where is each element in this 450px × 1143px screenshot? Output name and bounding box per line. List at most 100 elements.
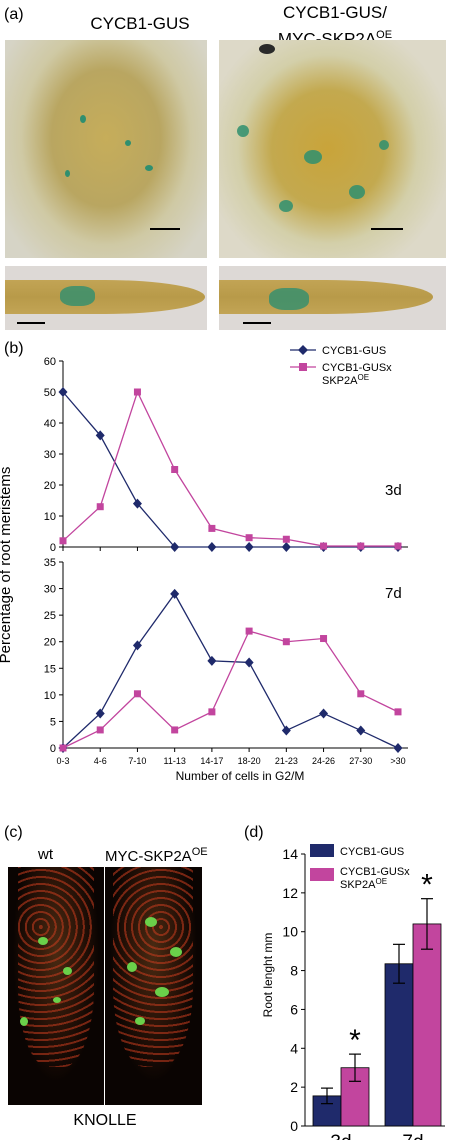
confocal-myc-skp2a-oe [105, 867, 202, 1105]
panel-d-legend: CYCB1-GUS CYCB1-GUSx SKP2AOE [310, 844, 410, 891]
series-line-1 [62, 391, 398, 548]
panel-c-right-label-main: MYC-SKP2A [105, 848, 192, 865]
x-tick-label: 11-13 [163, 756, 185, 766]
x-tick-label: 27-30 [349, 756, 372, 766]
scale-bar [17, 322, 45, 324]
gus-spot [145, 165, 153, 171]
knolle-signal [155, 987, 169, 997]
panel-d-legend-2-sup: OE [375, 877, 387, 886]
x-tick-label: 7-10 [128, 756, 146, 766]
y-tick-label: 20 [44, 637, 56, 649]
gus-spot [80, 115, 86, 123]
x-tick-label: 24-26 [312, 756, 335, 766]
x-tick-label: 0-3 [56, 756, 69, 766]
data-point-square [394, 708, 402, 716]
data-point-diamond [58, 387, 68, 397]
panel-c-right-label: MYC-SKP2AOE [105, 846, 208, 865]
cell-pattern [113, 867, 193, 1067]
y-tick-label: 10 [282, 924, 298, 940]
y-tick-label: 14 [282, 846, 298, 862]
panel-c-right-label-sup: OE [191, 846, 208, 858]
panel-b-xlabel: Number of cells in G2/M [176, 769, 305, 783]
panel-d-legend-2-line2: SKP2AOE [340, 877, 387, 891]
panel-b-label-3d: 3d [385, 482, 402, 499]
knolle-signal [145, 917, 157, 927]
gus-spot [349, 185, 365, 199]
gus-spot [60, 286, 95, 306]
data-point-square [282, 535, 290, 543]
panel-d-chart: Root lenght mm 0 2 4 6 8 10 12 14 * 3d * 7d CYCB1-G… [261, 844, 445, 1140]
data-point-square [96, 503, 104, 511]
data-point-square [357, 690, 365, 698]
y-tick-label: 60 [44, 356, 56, 368]
panel-b-ylabel: Percentage of root meristems [0, 467, 14, 664]
root-tip [219, 280, 433, 314]
panel-b-chart: Percentage of root meristems 01020304050… [0, 345, 408, 783]
dark-speck [259, 44, 275, 54]
panel-d-legend-2-line1: CYCB1-GUSx [340, 866, 410, 878]
knolle-signal [53, 997, 61, 1003]
knolle-signal [127, 962, 137, 972]
panel-b-legend-2-line2: SKP2AOE [322, 373, 369, 387]
data-point-square [133, 690, 141, 698]
y-tick-label: 2 [290, 1079, 298, 1095]
y-tick-label: 40 [44, 418, 56, 430]
data-point-diamond [244, 542, 254, 552]
y-tick-label: 50 [44, 387, 56, 399]
y-tick-label: 0 [50, 743, 56, 755]
micrograph-cycb1-gus-top [5, 40, 207, 258]
panel-d-legend-2-main: SKP2A [340, 879, 376, 891]
legend-marker-diamond [298, 345, 308, 355]
data-point-square [59, 537, 67, 545]
scale-bar [371, 228, 403, 230]
data-point-square [133, 388, 141, 396]
series-line-1 [62, 592, 399, 749]
legend-marker-square [299, 363, 307, 371]
x-tick-label: >30 [390, 756, 405, 766]
panel-a-letter: (a) [4, 6, 24, 23]
y-tick-label: 6 [290, 1001, 298, 1017]
y-tick-label: 25 [44, 610, 56, 622]
data-point-diamond [207, 655, 217, 666]
panel-b-label-7d: 7d [385, 585, 402, 602]
gus-spot [379, 140, 389, 150]
y-tick-label: 5 [50, 716, 56, 728]
y-tick-label: 10 [44, 690, 56, 702]
micrograph-cycb1-gus-root [5, 266, 207, 330]
root-tip [5, 280, 205, 314]
x-tick-label: 7d [402, 1132, 423, 1140]
panel-a-left-label: CYCB1-GUS [90, 14, 190, 33]
y-tick-label: 12 [282, 885, 298, 901]
y-tick-label: 30 [44, 449, 56, 461]
bar-7d-series1 [384, 963, 414, 1127]
data-point-diamond [244, 657, 254, 668]
data-point-square [208, 708, 216, 716]
y-tick-label: 10 [44, 511, 56, 523]
y-tick-label: 35 [44, 557, 56, 569]
panel-b-legend-2-sup: OE [357, 373, 369, 382]
confocal-wt [8, 867, 104, 1105]
x-tick-label: 14-17 [200, 756, 223, 766]
gus-spot [269, 288, 309, 310]
data-point-square [171, 466, 179, 473]
data-point-square [320, 542, 328, 550]
panel-b-legend: CYCB1-GUS CYCB1-GUSx SKP2AOE [290, 345, 392, 387]
bar-7d-series2 [412, 923, 442, 1127]
data-point-diamond [393, 743, 403, 753]
y-tick-label: 4 [290, 1040, 298, 1056]
significance-star: * [421, 869, 433, 902]
y-tick-label: 20 [44, 480, 56, 492]
series-line-2 [62, 630, 399, 749]
knolle-signal [63, 967, 72, 975]
x-tick-label: 21-23 [275, 756, 298, 766]
panel-b-bottom-plot: 0 5 10 15 20 25 30 35 0-3 4-6 7-10 11-13 14-17 18-20 2… [44, 557, 408, 766]
data-point-square [96, 726, 104, 734]
data-point-square [320, 635, 328, 643]
panel-c-bottom-label: KNOLLE [73, 1112, 137, 1129]
knolle-signal [38, 937, 48, 945]
panel-c-left-label: wt [38, 846, 53, 863]
knolle-signal [20, 1017, 28, 1026]
significance-star: * [349, 1024, 361, 1057]
panel-d-legend-1: CYCB1-GUS [340, 846, 404, 858]
data-point-diamond [281, 725, 291, 736]
